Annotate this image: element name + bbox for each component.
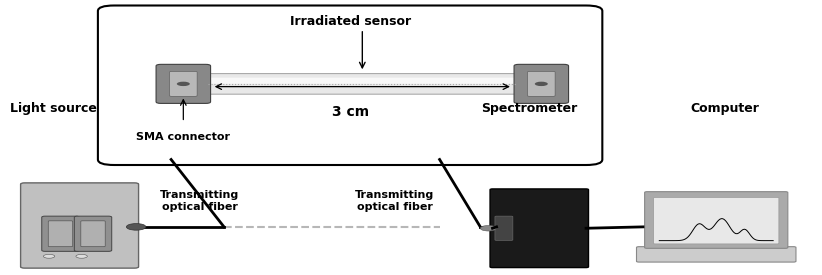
Text: 3 cm: 3 cm bbox=[331, 104, 369, 119]
FancyBboxPatch shape bbox=[644, 192, 787, 248]
FancyBboxPatch shape bbox=[156, 64, 210, 103]
FancyBboxPatch shape bbox=[495, 216, 513, 240]
Text: Spectrometer: Spectrometer bbox=[481, 103, 577, 116]
FancyBboxPatch shape bbox=[42, 216, 79, 251]
FancyBboxPatch shape bbox=[490, 189, 589, 268]
FancyBboxPatch shape bbox=[48, 221, 72, 247]
FancyBboxPatch shape bbox=[98, 6, 603, 165]
FancyBboxPatch shape bbox=[514, 64, 569, 103]
Circle shape bbox=[177, 82, 190, 86]
Circle shape bbox=[535, 82, 547, 86]
Text: Irradiated sensor: Irradiated sensor bbox=[289, 15, 411, 28]
Text: Transmitting
optical fiber: Transmitting optical fiber bbox=[355, 190, 435, 211]
Text: Light source: Light source bbox=[10, 103, 97, 116]
FancyBboxPatch shape bbox=[636, 247, 796, 262]
FancyBboxPatch shape bbox=[528, 72, 555, 97]
Circle shape bbox=[127, 224, 145, 230]
FancyBboxPatch shape bbox=[74, 216, 112, 251]
FancyBboxPatch shape bbox=[169, 72, 197, 97]
Text: Computer: Computer bbox=[690, 103, 759, 116]
Circle shape bbox=[480, 226, 496, 231]
FancyBboxPatch shape bbox=[653, 197, 779, 244]
Circle shape bbox=[76, 254, 87, 258]
Text: SMA connector: SMA connector bbox=[136, 132, 230, 142]
FancyBboxPatch shape bbox=[189, 78, 536, 84]
FancyBboxPatch shape bbox=[179, 74, 545, 94]
FancyBboxPatch shape bbox=[81, 221, 105, 247]
Text: Transmitting
optical fiber: Transmitting optical fiber bbox=[160, 190, 239, 211]
Circle shape bbox=[44, 254, 55, 258]
FancyBboxPatch shape bbox=[21, 183, 139, 268]
